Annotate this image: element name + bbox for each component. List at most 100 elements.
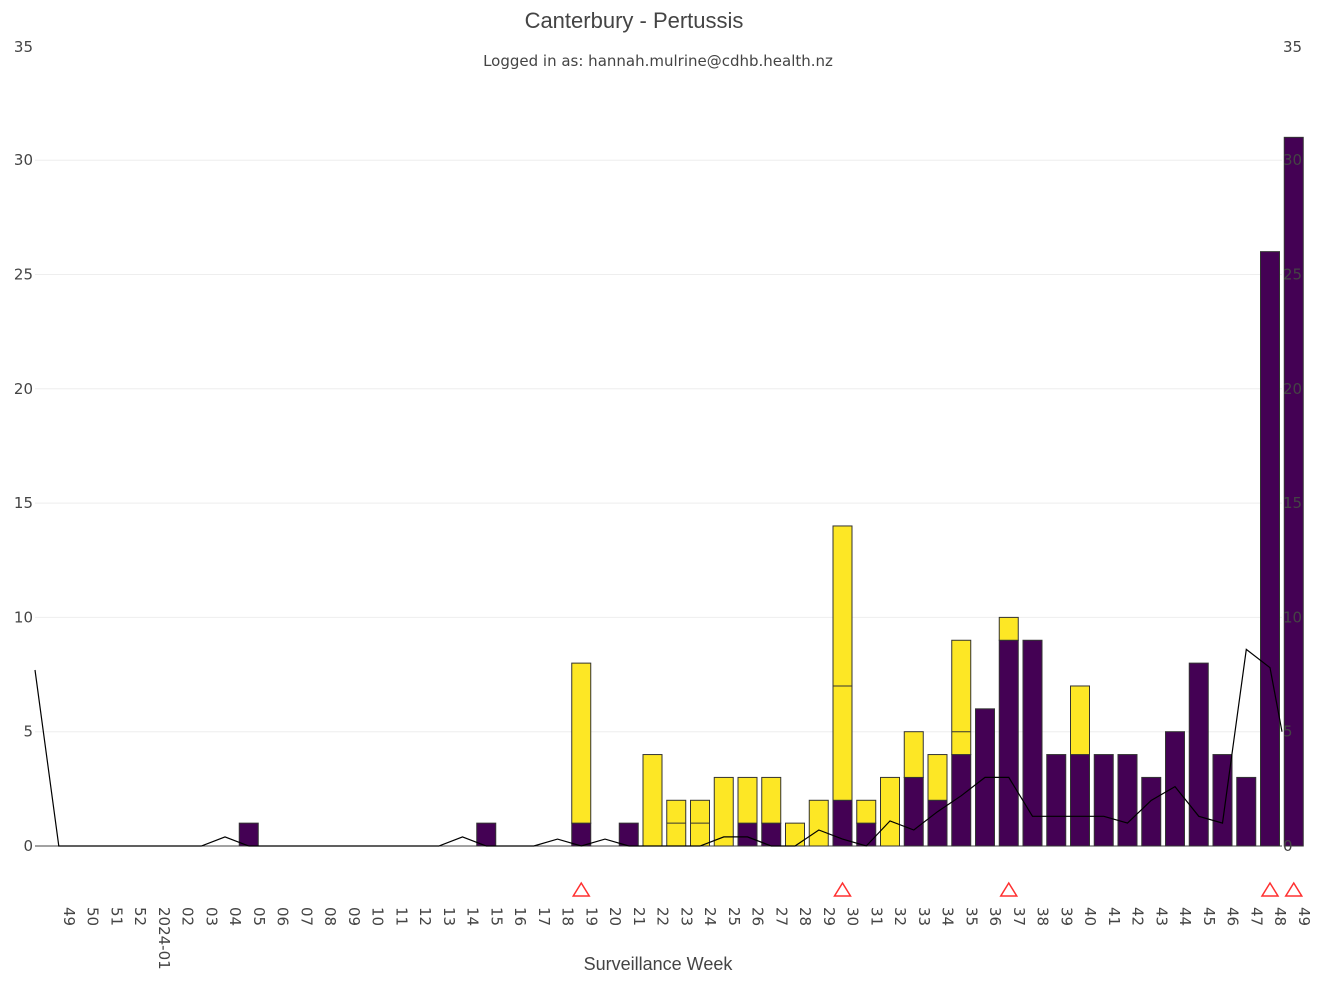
bar-segment-series-2 — [903, 731, 924, 778]
bar-segment-series-1 — [1212, 754, 1233, 847]
y-tick-label-left: 20 — [14, 380, 33, 398]
trend-line — [34, 648, 1283, 847]
bar-segment-series-1 — [1070, 754, 1090, 847]
x-tick-label: 07 — [297, 907, 315, 926]
y-tick-label-left: 0 — [23, 837, 33, 855]
bar-segment-series-1 — [1236, 776, 1257, 847]
alert-marker — [999, 881, 1019, 897]
x-tick-label: 35 — [962, 907, 980, 926]
alert-markers — [571, 881, 1304, 897]
trend-line-layer — [34, 648, 1283, 847]
y-tick-label-left: 15 — [14, 494, 33, 512]
bar-segment-series-1 — [737, 822, 758, 847]
gridlines — [35, 159, 1282, 847]
bar-segment-series-2 — [808, 799, 829, 847]
x-tick-label: 29 — [820, 907, 838, 926]
x-tick-label: 31 — [867, 907, 885, 926]
y-tick-label-right: 25 — [1283, 266, 1302, 284]
bar-segment-series-2 — [927, 754, 948, 801]
y-axis-right: 0 5 10 15 20 25 30 35 — [1283, 38, 1302, 855]
x-tick-label: 50 — [84, 907, 102, 926]
bar-segment-series-2 — [785, 822, 805, 847]
bar-segment-series-1 — [1117, 754, 1138, 847]
bar-segment-series-1 — [1188, 662, 1209, 847]
bar-segment-series-1 — [238, 822, 259, 847]
x-tick-label: 05 — [250, 907, 268, 926]
bar-segment-series-2 — [880, 776, 900, 847]
x-tick-label: 03 — [202, 907, 220, 926]
x-tick-label: 39 — [1057, 907, 1075, 926]
bar-segment-series-1 — [571, 822, 592, 847]
x-tick-label: 47 — [1247, 907, 1265, 926]
chart-title: Canterbury - Pertussis — [525, 8, 744, 33]
x-tick-label: 12 — [416, 907, 434, 926]
alert-marker — [1284, 881, 1304, 897]
x-tick-label: 19 — [582, 907, 600, 926]
x-tick-label: 22 — [654, 907, 672, 926]
x-tick-label: 08 — [321, 907, 339, 926]
bar-segment-series-1 — [1046, 754, 1067, 847]
x-tick-label: 11 — [392, 907, 410, 926]
x-tick-label: 04 — [226, 907, 244, 926]
bar-segment-series-2 — [1070, 685, 1090, 756]
y-tick-label-left: 35 — [14, 38, 33, 56]
x-axis: 49 50 51 52 2024-01 02 03 04 05 06 07 08 09 10 11 12 13 1… — [60, 907, 1313, 970]
bar-segment-series-2 — [571, 662, 592, 824]
y-tick-label-left: 25 — [14, 266, 33, 284]
bars — [238, 136, 1304, 847]
x-tick-label: 25 — [725, 907, 743, 926]
y-tick-label-left: 10 — [14, 608, 33, 626]
bar-segment-series-2 — [713, 776, 734, 847]
x-axis-title: Surveillance Week — [584, 954, 734, 974]
bar-segment-series-2 — [761, 776, 782, 824]
x-tick-label: 2024-01 — [155, 907, 173, 970]
bar-segment-series-1 — [761, 822, 782, 847]
x-tick-label: 13 — [440, 907, 458, 926]
x-tick-label: 48 — [1271, 907, 1289, 926]
bar-segment-series-1 — [618, 822, 639, 847]
x-tick-label: 28 — [796, 907, 814, 926]
bar-segment-series-1 — [1260, 251, 1280, 847]
x-tick-label: 45 — [1200, 907, 1218, 926]
x-tick-label: 49 — [60, 907, 78, 926]
y-axis-left: 0 5 10 15 20 25 30 35 — [14, 38, 33, 855]
y-tick-label-right: 0 — [1283, 837, 1293, 855]
x-tick-label: 30 — [844, 907, 862, 926]
chart-subtitle: Logged in as: hannah.mulrine@cdhb.health… — [483, 52, 833, 70]
x-tick-label: 37 — [1010, 907, 1028, 926]
bar-segment-series-2 — [737, 776, 758, 824]
x-tick-label: 41 — [1105, 907, 1123, 926]
x-tick-label: 17 — [535, 907, 553, 926]
y-tick-label-right: 20 — [1283, 380, 1302, 398]
bar-segment-series-2 — [856, 799, 877, 824]
y-tick-label-left: 30 — [14, 151, 33, 169]
bar-segment-series-1 — [1165, 731, 1185, 847]
bar-segment-series-1 — [1022, 639, 1043, 847]
alert-marker — [833, 881, 852, 897]
y-tick-label-left: 5 — [23, 723, 33, 741]
x-tick-label: 09 — [345, 907, 363, 926]
x-tick-label: 33 — [915, 907, 933, 926]
x-tick-label: 46 — [1224, 907, 1242, 926]
bar-segment-series-2 — [832, 525, 853, 801]
bar-segment-series-1 — [1141, 776, 1162, 847]
x-tick-label: 49 — [1295, 907, 1313, 926]
x-tick-label: 10 — [369, 907, 387, 926]
x-tick-label: 42 — [1129, 907, 1147, 926]
x-tick-label: 02 — [179, 907, 197, 926]
x-tick-label: 23 — [677, 907, 695, 926]
x-tick-label: 20 — [606, 907, 624, 926]
y-tick-label-right: 30 — [1283, 151, 1302, 169]
x-tick-label: 16 — [511, 907, 529, 926]
bar-segment-series-1 — [1283, 136, 1304, 847]
bar-segment-series-1 — [476, 822, 497, 847]
bar-segment-series-2 — [951, 639, 972, 756]
bar-segment-series-2 — [998, 616, 1019, 641]
x-tick-label: 06 — [274, 907, 292, 926]
x-tick-label: 18 — [559, 907, 577, 926]
x-tick-label: 27 — [772, 907, 790, 926]
y-tick-label-right: 5 — [1283, 723, 1293, 741]
y-tick-label-right: 35 — [1283, 38, 1302, 56]
x-tick-label: 44 — [1176, 907, 1194, 926]
